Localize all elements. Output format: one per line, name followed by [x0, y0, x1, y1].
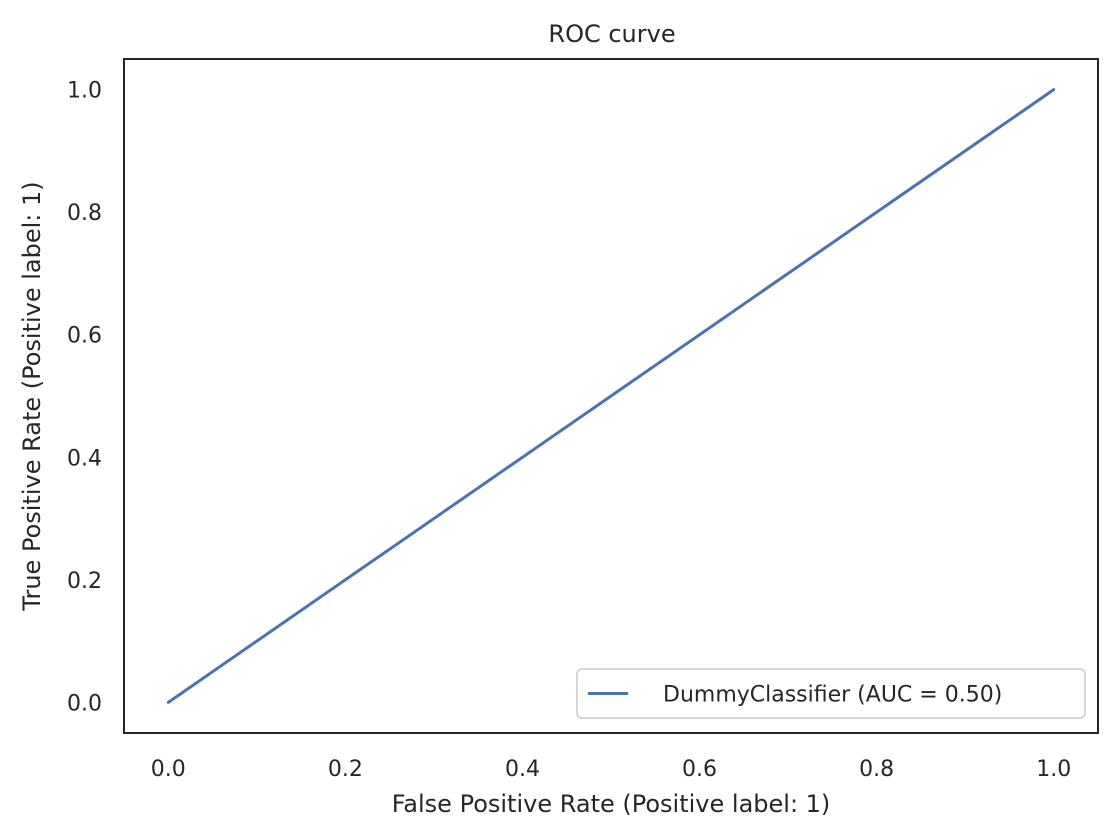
legend: DummyClassifier (AUC = 0.50): [576, 668, 1086, 719]
plot-frame: [123, 58, 1099, 734]
y-tick-label: 0.6: [67, 324, 102, 349]
x-tick-label: 0.2: [328, 757, 363, 782]
chart-title: ROC curve: [548, 20, 675, 48]
roc-curve-line: [166, 88, 1056, 704]
x-axis-title: False Positive Rate (Positive label: 1): [392, 790, 831, 818]
y-tick-label: 0.4: [67, 446, 102, 471]
legend-label: DummyClassifier (AUC = 0.50): [663, 683, 1002, 708]
y-tick-label: 0.8: [67, 201, 102, 226]
y-axis-ticks: 0.0 0.2 0.4 0.6 0.8 1.0: [67, 79, 102, 717]
x-tick-label: 0.4: [505, 757, 540, 782]
plot-area: [166, 88, 1056, 704]
legend-box: [576, 668, 1086, 719]
y-tick-label: 0.0: [67, 691, 102, 716]
y-axis-title: True Positive Rate (Positive label: 1): [18, 181, 46, 611]
x-axis-ticks: 0.0 0.2 0.4 0.6 0.8 1.0: [151, 757, 1071, 782]
y-tick-label: 1.0: [67, 79, 102, 104]
y-tick-label: 0.2: [67, 569, 102, 594]
x-tick-label: 1.0: [1036, 757, 1071, 782]
x-tick-label: 0.8: [859, 757, 894, 782]
x-tick-label: 0.0: [151, 757, 186, 782]
x-tick-label: 0.6: [682, 757, 717, 782]
